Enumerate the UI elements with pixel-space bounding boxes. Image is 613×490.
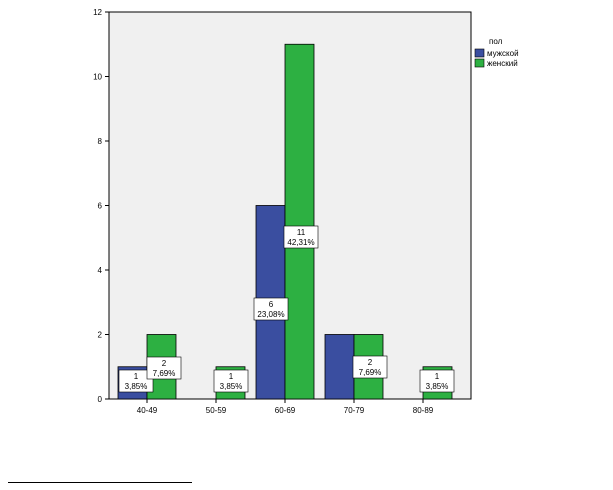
legend-swatch-female (474, 58, 485, 68)
data-label-percent: 7,69% (153, 369, 176, 378)
legend-label-male: мужской (487, 49, 519, 58)
x-tick-label: 60-69 (275, 406, 296, 415)
x-tick-label: 50-59 (206, 406, 227, 415)
y-tick-label: 4 (98, 266, 103, 275)
legend-title: пол (489, 37, 503, 46)
data-label-percent: 7,69% (359, 368, 382, 377)
data-label-box (283, 225, 319, 249)
data-label-count: 2 (162, 359, 167, 368)
bar-male-70-79 (324, 334, 355, 400)
legend-label-female: женский (487, 59, 518, 68)
data-label-count: 1 (435, 372, 440, 381)
data-label-box (146, 356, 182, 380)
data-label-female-40-49: 27,69% (146, 356, 182, 380)
data-label-percent: 3,85% (220, 382, 243, 391)
data-label-female-50-59: 13,85% (213, 369, 249, 393)
data-label-female-80-89: 13,85% (419, 369, 455, 393)
data-label-count: 6 (269, 300, 274, 309)
data-label-count: 11 (297, 228, 306, 237)
data-label-count: 1 (229, 372, 234, 381)
data-label-box (419, 369, 455, 393)
bar-female-60-69 (284, 43, 315, 400)
data-label-male-60-69: 623,08% (253, 297, 289, 321)
data-label-percent: 42,31% (287, 238, 314, 247)
y-tick-label: 10 (93, 73, 102, 82)
x-tick-label: 40-49 (137, 406, 158, 415)
data-label-count: 2 (368, 358, 373, 367)
y-tick-label: 12 (93, 8, 102, 17)
data-label-count: 1 (134, 372, 139, 381)
data-label-percent: 3,85% (426, 382, 449, 391)
x-tick-label: 80-89 (413, 406, 434, 415)
y-tick-label: 2 (98, 331, 103, 340)
legend-swatch-male (474, 48, 485, 58)
data-label-male-40-49: 13,85% (118, 369, 154, 393)
data-label-box (352, 355, 388, 379)
data-label-percent: 23,08% (257, 310, 284, 319)
data-label-percent: 3,85% (125, 382, 148, 391)
footnote-rule (8, 482, 192, 483)
y-tick-label: 6 (98, 202, 103, 211)
y-tick-label: 0 (98, 395, 103, 404)
data-label-box (118, 369, 154, 393)
data-label-box (253, 297, 289, 321)
data-label-box (213, 369, 249, 393)
x-tick-label: 70-79 (344, 406, 365, 415)
y-tick-label: 8 (98, 137, 103, 146)
data-label-female-70-79: 27,69% (352, 355, 388, 379)
